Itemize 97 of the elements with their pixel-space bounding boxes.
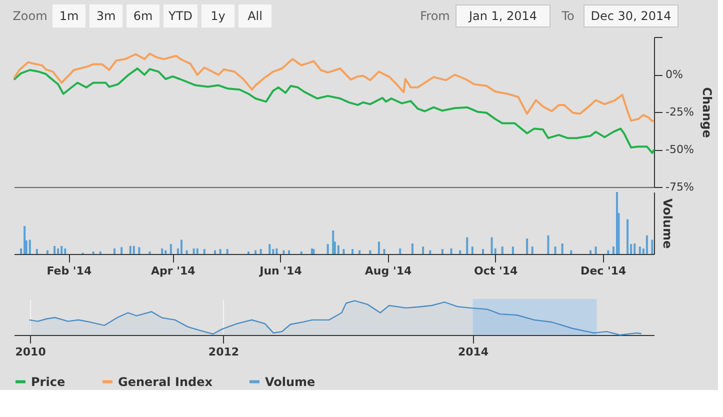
bar [161, 248, 164, 254]
bar [57, 248, 60, 254]
line-series [13, 68, 655, 154]
x-tick-label: Apr '14 [151, 264, 196, 278]
bar [288, 250, 290, 254]
bar [352, 249, 354, 254]
bar [46, 250, 48, 254]
text: 1y [210, 9, 226, 23]
bar [268, 244, 271, 254]
text: 1m [59, 9, 79, 23]
bar [113, 248, 116, 254]
legend-label: Price [31, 374, 66, 389]
legend-label: General Index [118, 374, 213, 389]
y-tick-label: -25% [666, 106, 694, 118]
bar [490, 237, 493, 254]
bar [554, 246, 556, 254]
bar [459, 250, 462, 254]
bar [547, 235, 550, 254]
bar [626, 219, 629, 254]
y-tick-label: -50% [666, 143, 694, 156]
bar [399, 248, 402, 254]
bar [590, 250, 592, 254]
x-tick-label: 2012 [208, 346, 240, 358]
bar [326, 244, 329, 254]
bar [226, 249, 228, 254]
y-tick-label: -75% [666, 180, 694, 194]
bar [383, 249, 386, 254]
bar [607, 250, 610, 254]
bar [337, 245, 340, 254]
bar [634, 243, 636, 254]
bar [180, 240, 182, 254]
bar [138, 247, 140, 254]
bar [282, 250, 285, 254]
text: From [420, 9, 450, 23]
line-series [13, 52, 655, 122]
legend-label: Volume [265, 374, 316, 389]
bar [164, 250, 167, 254]
bar [482, 249, 484, 254]
text: Zoom [12, 9, 48, 23]
bar [260, 249, 262, 254]
x-tick-label: Aug '14 [364, 264, 412, 278]
text: All [248, 9, 262, 23]
y-tick-label: 0% [666, 68, 683, 81]
bar [471, 246, 474, 254]
bar [54, 246, 56, 254]
bar [466, 237, 468, 254]
x-tick-label: Oct '14 [474, 264, 518, 278]
bar [358, 250, 361, 254]
text: Jan 1, 2014 [468, 9, 538, 23]
bar [378, 242, 380, 254]
y-axis-title: Volume [660, 198, 674, 249]
bar [450, 248, 452, 254]
bar [501, 246, 504, 254]
bar [646, 235, 648, 254]
bar [203, 249, 206, 254]
x-tick-label: Dec '14 [580, 264, 627, 278]
bar [186, 250, 188, 254]
x-tick-label: 2010 [15, 346, 46, 358]
x-tick-label: Jun '14 [258, 264, 302, 278]
text: 3m [96, 9, 116, 23]
bar [196, 248, 198, 254]
bar [651, 240, 654, 254]
bar [24, 226, 26, 254]
bar [254, 250, 257, 254]
bar [531, 246, 534, 254]
bar [36, 249, 38, 254]
bar [120, 247, 123, 254]
x-tick-label: Feb '14 [46, 264, 92, 278]
bar [60, 246, 63, 254]
bar [526, 238, 528, 254]
bar [638, 246, 641, 254]
text: To [560, 9, 574, 23]
bar [28, 240, 31, 254]
bar [422, 246, 424, 254]
bar [132, 246, 135, 254]
bar [64, 248, 66, 254]
text: YTD [168, 9, 192, 23]
y-axis-title: Change [700, 87, 714, 138]
bar [512, 246, 514, 254]
text: Dec 30, 2014 [590, 9, 672, 23]
text: 6m [133, 9, 153, 23]
bar [429, 250, 432, 254]
bar [411, 243, 414, 254]
bar [170, 244, 172, 254]
bar [561, 243, 564, 254]
bar [570, 250, 572, 254]
bar [219, 249, 222, 254]
bar [441, 249, 444, 254]
x-tick-label: 2014 [458, 346, 489, 358]
bar [342, 249, 345, 254]
bar [214, 250, 216, 254]
bar [129, 246, 132, 254]
bar [594, 246, 597, 254]
bar [369, 250, 372, 254]
bar [332, 230, 334, 254]
bar [276, 248, 278, 254]
bar [192, 248, 195, 254]
